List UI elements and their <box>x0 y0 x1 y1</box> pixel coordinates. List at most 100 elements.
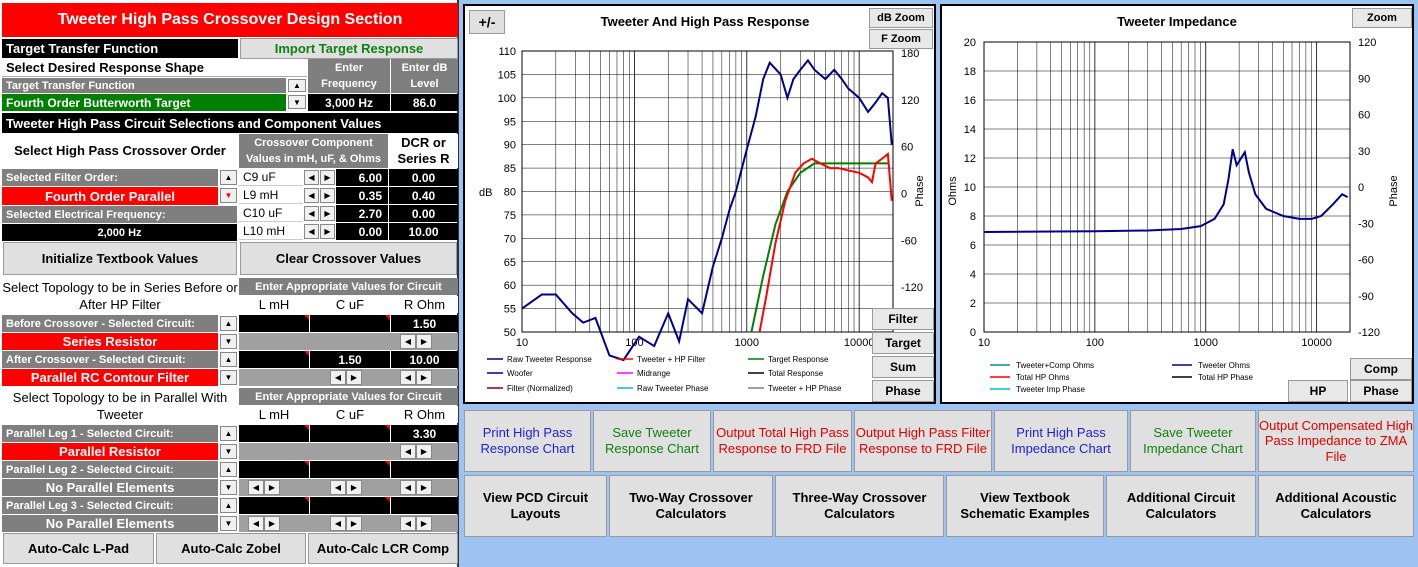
target-down-arrow[interactable]: ▼ <box>288 95 306 109</box>
calculator-nav-button[interactable]: Three-Way Crossover Calculators <box>775 475 944 537</box>
leg-spin-left[interactable]: ◀ <box>248 480 264 495</box>
component-spin-right[interactable]: ▶ <box>320 224 335 239</box>
output-action-button[interactable]: Save Tweeter Response Chart <box>593 410 711 472</box>
impedance-phase-button[interactable]: Phase <box>1350 380 1412 402</box>
filter-down-arrow[interactable]: ▼ <box>220 188 237 203</box>
output-action-button[interactable]: Output Total High Pass Response to FRD F… <box>713 410 852 472</box>
sum-view-button[interactable]: Sum <box>872 356 934 378</box>
component-spin-left[interactable]: ◀ <box>304 224 319 239</box>
before-down-arrow[interactable]: ▼ <box>220 334 237 349</box>
output-action-button[interactable]: Print High Pass Impedance Chart <box>994 410 1128 472</box>
comp-view-button[interactable]: Comp <box>1350 358 1412 380</box>
leg-c-input[interactable] <box>310 461 390 478</box>
output-action-button[interactable]: Print High Pass Response Chart <box>464 410 591 472</box>
leg-spin-right[interactable]: ▶ <box>416 516 432 531</box>
calculator-nav-button[interactable]: Additional Acoustic Calculators <box>1258 475 1414 537</box>
phase-view-button[interactable]: Phase <box>872 380 934 402</box>
impedance-zoom-button[interactable]: Zoom <box>1352 8 1412 28</box>
calculator-nav-button[interactable]: View PCD Circuit Layouts <box>464 475 607 537</box>
output-action-button[interactable]: Output High Pass Filter Response to FRD … <box>854 410 992 472</box>
leg-spin-right[interactable]: ▶ <box>264 516 280 531</box>
import-target-button[interactable]: Import Target Response <box>240 38 458 59</box>
component-dcr[interactable]: 0.40 <box>389 187 458 204</box>
leg-spin-left[interactable]: ◀ <box>400 444 416 459</box>
leg-spin-right[interactable]: ▶ <box>416 480 432 495</box>
component-dcr[interactable]: 0.00 <box>389 205 458 222</box>
leg-r-input[interactable] <box>391 461 458 478</box>
after-r-spin-right[interactable]: ▶ <box>416 370 432 385</box>
auto-calc-lpad-button[interactable]: Auto-Calc L-Pad <box>3 533 154 564</box>
after-r-input[interactable]: 10.00 <box>391 351 458 368</box>
before-c-input[interactable] <box>310 315 390 332</box>
leg-up-arrow[interactable]: ▲ <box>220 462 237 477</box>
leg-c-input[interactable] <box>310 425 390 442</box>
component-value[interactable]: 6.00 <box>336 169 388 186</box>
leg-r-input[interactable] <box>391 497 458 514</box>
component-spin-right[interactable]: ▶ <box>320 206 335 221</box>
target-up-arrow[interactable]: ▲ <box>288 79 306 92</box>
component-value[interactable]: 0.35 <box>336 187 388 204</box>
leg-down-arrow[interactable]: ▼ <box>220 480 237 495</box>
component-dcr[interactable]: 0.00 <box>389 169 458 186</box>
auto-calc-lcr-button[interactable]: Auto-Calc LCR Comp <box>308 533 458 564</box>
component-spin-right[interactable]: ▶ <box>320 188 335 203</box>
component-spin-right[interactable]: ▶ <box>320 170 335 185</box>
leg-r-input[interactable]: 3.30 <box>391 425 458 442</box>
hp-view-button[interactable]: HP <box>1288 380 1348 402</box>
after-circuit-select[interactable]: Parallel RC Contour Filter <box>2 369 218 386</box>
component-spin-left[interactable]: ◀ <box>304 206 319 221</box>
leg-up-arrow[interactable]: ▲ <box>220 426 237 441</box>
before-r-input[interactable]: 1.50 <box>391 315 458 332</box>
leg-down-arrow[interactable]: ▼ <box>220 516 237 531</box>
leg-down-arrow[interactable]: ▼ <box>220 444 237 459</box>
parallel-leg-select[interactable]: No Parallel Elements <box>2 479 218 496</box>
leg-spin-right[interactable]: ▶ <box>346 516 362 531</box>
after-l-input[interactable] <box>239 351 309 368</box>
before-circuit-select[interactable]: Series Resistor <box>2 333 218 350</box>
leg-l-input[interactable] <box>239 461 309 478</box>
leg-l-input[interactable] <box>239 425 309 442</box>
leg-l-input[interactable] <box>239 497 309 514</box>
output-action-button[interactable]: Save Tweeter Impedance Chart <box>1130 410 1256 472</box>
after-c-spin-left[interactable]: ◀ <box>330 370 346 385</box>
target-view-button[interactable]: Target <box>872 332 934 354</box>
component-dcr[interactable]: 10.00 <box>389 223 458 240</box>
component-value[interactable]: 0.00 <box>336 223 388 240</box>
before-r-spin-left[interactable]: ◀ <box>400 334 416 349</box>
leg-up-arrow[interactable]: ▲ <box>220 498 237 513</box>
leg-spin-left[interactable]: ◀ <box>330 480 346 495</box>
component-spin-left[interactable]: ◀ <box>304 170 319 185</box>
output-action-button[interactable]: Output Compensated High Pass Impedance t… <box>1258 410 1414 472</box>
filter-up-arrow[interactable]: ▲ <box>220 170 237 185</box>
after-up-arrow[interactable]: ▲ <box>220 352 237 367</box>
before-l-input[interactable] <box>239 315 309 332</box>
parallel-leg-select[interactable]: No Parallel Elements <box>2 515 218 532</box>
calculator-nav-button[interactable]: Two-Way Crossover Calculators <box>609 475 773 537</box>
leg-spin-left[interactable]: ◀ <box>400 480 416 495</box>
db-level-input[interactable]: 86.0 <box>391 94 458 111</box>
leg-spin-left[interactable]: ◀ <box>248 516 264 531</box>
calculator-nav-button[interactable]: Additional Circuit Calculators <box>1106 475 1256 537</box>
leg-spin-left[interactable]: ◀ <box>330 516 346 531</box>
after-r-spin-left[interactable]: ◀ <box>400 370 416 385</box>
leg-spin-right[interactable]: ▶ <box>416 444 432 459</box>
after-c-spin-right[interactable]: ▶ <box>346 370 362 385</box>
plus-minus-button[interactable]: +/- <box>469 10 505 34</box>
before-up-arrow[interactable]: ▲ <box>220 316 237 331</box>
auto-calc-zobel-button[interactable]: Auto-Calc Zobel <box>156 533 306 564</box>
target-shape-select[interactable]: Fourth Order Butterworth Target <box>2 94 286 111</box>
component-spin-left[interactable]: ◀ <box>304 188 319 203</box>
after-down-arrow[interactable]: ▼ <box>220 370 237 385</box>
after-c-input[interactable]: 1.50 <box>310 351 390 368</box>
leg-spin-right[interactable]: ▶ <box>346 480 362 495</box>
parallel-leg-select[interactable]: Parallel Resistor <box>2 443 218 460</box>
clear-crossover-button[interactable]: Clear Crossover Values <box>240 242 457 275</box>
before-r-spin-right[interactable]: ▶ <box>416 334 432 349</box>
initialize-textbook-button[interactable]: Initialize Textbook Values <box>3 242 237 275</box>
f-zoom-button[interactable]: F Zoom <box>869 29 933 49</box>
component-value[interactable]: 2.70 <box>336 205 388 222</box>
leg-spin-left[interactable]: ◀ <box>400 516 416 531</box>
db-zoom-button[interactable]: dB Zoom <box>869 8 933 28</box>
frequency-input[interactable]: 3,000 Hz <box>308 94 390 111</box>
calculator-nav-button[interactable]: View Textbook Schematic Examples <box>946 475 1104 537</box>
